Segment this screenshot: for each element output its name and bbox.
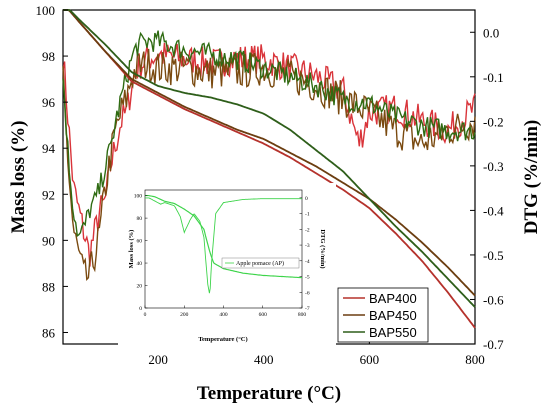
inset-legend: Apple pomace (AP) (221, 257, 300, 269)
y-right-tick-label: -0.6 (483, 292, 504, 307)
inset-y-left-tick-label: 0 (139, 306, 142, 312)
inset-y-right-tick-label: -7 (305, 306, 310, 312)
y-axis-right-label: DTG (%/min) (521, 120, 542, 235)
y-left-tick-label: 90 (42, 233, 55, 248)
inset-y-right-tick-label: -2 (305, 227, 310, 233)
legend-entry-bap550: BAP550 (369, 325, 417, 340)
legend-entry-bap450: BAP450 (369, 308, 417, 323)
inset-chart: 0 200 400 600 800 0 20 40 60 80 100 0 -1 -2 -3 -4 -5 -6 -7… (118, 183, 336, 348)
mass-line-bap400 (63, 9, 476, 329)
mass-line-bap450 (63, 9, 476, 297)
inset-y-right-tick-label: -5 (305, 275, 310, 281)
y-right-tick-label: -0.2 (483, 114, 504, 129)
dtg-line-bap550 (62, 30, 476, 238)
y-axis-left-label: Mass loss (%) (8, 121, 29, 234)
y-left-tick-label: 92 (42, 187, 55, 202)
inset-y-right-label: DTG (%/min) (319, 229, 326, 268)
inset-legend-box (221, 257, 300, 269)
legend-entry-bap400: BAP400 (369, 291, 417, 306)
x-axis-label: Temperature (°C) (197, 383, 341, 404)
inset-x-tick-label: 0 (144, 312, 147, 318)
legend: BAP400 BAP450 BAP550 (337, 287, 429, 343)
y-left-tick-label: 100 (36, 3, 56, 18)
inset-y-right-tick-label: -6 (305, 290, 310, 296)
inset-y-left-tick-label: 80 (137, 216, 143, 222)
x-tick-label: 600 (360, 352, 380, 367)
inset-dtg-line-apple-pomace-ap- (145, 197, 302, 294)
inset-mass-line-apple-pomace-ap- (145, 195, 303, 279)
inset-x-label: Temperature (°C) (198, 336, 247, 343)
inset-y-left-label: Mass loss (%) (128, 230, 135, 269)
y-left-tick-label: 86 (42, 325, 56, 340)
y-right-tick-label: -0.1 (483, 70, 504, 85)
inset-x-tick-label: 800 (298, 312, 307, 318)
y-right-tick-label: -0.7 (483, 337, 504, 352)
dtg-line-bap400 (62, 42, 476, 267)
inset-y-left-tick-label: 20 (137, 284, 143, 290)
inset-y-left-tick-label: 60 (137, 239, 143, 245)
y-right-tick-label: -0.5 (483, 248, 504, 263)
inset-y-right-tick-label: -1 (305, 212, 310, 218)
x-tick-label: 400 (254, 352, 274, 367)
y-right-tick-label: -0.3 (483, 159, 504, 174)
y-right-tick-label: 0.0 (483, 25, 499, 40)
dtg-line-bap450 (62, 48, 476, 282)
inset-legend-entry: Apple pomace (AP) (236, 260, 284, 267)
y-right-tick-label: -0.4 (483, 203, 504, 218)
inset-x-tick-label: 600 (259, 312, 268, 318)
inset-y-left-tick-label: 40 (137, 261, 143, 267)
y-left-tick-label: 88 (42, 279, 55, 294)
y-left-tick-label: 98 (42, 49, 55, 64)
inset-x-tick-label: 200 (180, 312, 189, 318)
inset-y-right-tick-label: -3 (305, 243, 310, 249)
main-plot: 200 400 600 800868890929496981000.0-0.1-0.2… (36, 3, 505, 367)
x-tick-label: 800 (465, 352, 485, 367)
y-left-tick-label: 94 (42, 141, 56, 156)
inset-y-left-tick-label: 100 (134, 194, 143, 200)
mass-line-bap550 (63, 9, 476, 308)
inset-y-right-tick-label: -4 (305, 259, 310, 265)
inset-x-tick-label: 400 (219, 312, 228, 318)
x-tick-label: 200 (148, 352, 168, 367)
inset-y-right-tick-label: 0 (305, 196, 308, 202)
y-left-tick-label: 96 (42, 95, 56, 110)
